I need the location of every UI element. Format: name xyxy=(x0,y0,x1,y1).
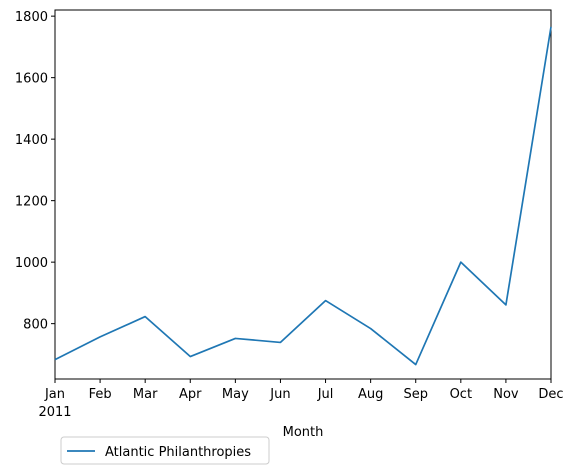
x-tick-label: Aug xyxy=(358,387,383,402)
y-axis: 800 1000 1200 1400 1600 1800 xyxy=(15,10,55,333)
y-tick-label: 1600 xyxy=(15,72,48,87)
x-tick-label: Oct xyxy=(450,387,472,402)
x-tick-label: Feb xyxy=(89,387,112,402)
legend-entry-label: Atlantic Philanthropies xyxy=(105,445,251,460)
plot-frame-border xyxy=(54,9,552,380)
legend-box xyxy=(60,436,270,465)
y-tick-label: 1800 xyxy=(15,10,48,25)
x-axis: Jan Feb Mar Apr May Jun Jul Aug Sep Oct Nov Dec xyxy=(44,379,564,402)
x-axis-label: Month xyxy=(283,425,324,440)
x-tick-label: Jul xyxy=(317,387,334,402)
x-tick-label: Mar xyxy=(133,387,158,402)
y-tick-label: 800 xyxy=(23,318,48,333)
series-layer xyxy=(54,26,552,366)
plot-frame xyxy=(54,9,552,380)
x-tick-label: Sep xyxy=(403,387,428,402)
x-tick-label: Jan xyxy=(44,387,65,402)
x-tick-label: Apr xyxy=(179,387,202,402)
y-tick-label: 1000 xyxy=(15,256,48,271)
series-line-0 xyxy=(54,26,552,366)
x-tick-label: Jun xyxy=(269,387,290,402)
x-tick-label: Dec xyxy=(538,387,563,402)
y-tick-label: 1400 xyxy=(15,133,48,148)
x-axis-year-label: 2011 xyxy=(38,405,71,420)
legend: Atlantic Philanthropies xyxy=(60,436,270,465)
x-tick-label: May xyxy=(222,387,249,402)
x-tick-label: Nov xyxy=(493,387,519,402)
y-tick-label: 1200 xyxy=(15,195,48,210)
